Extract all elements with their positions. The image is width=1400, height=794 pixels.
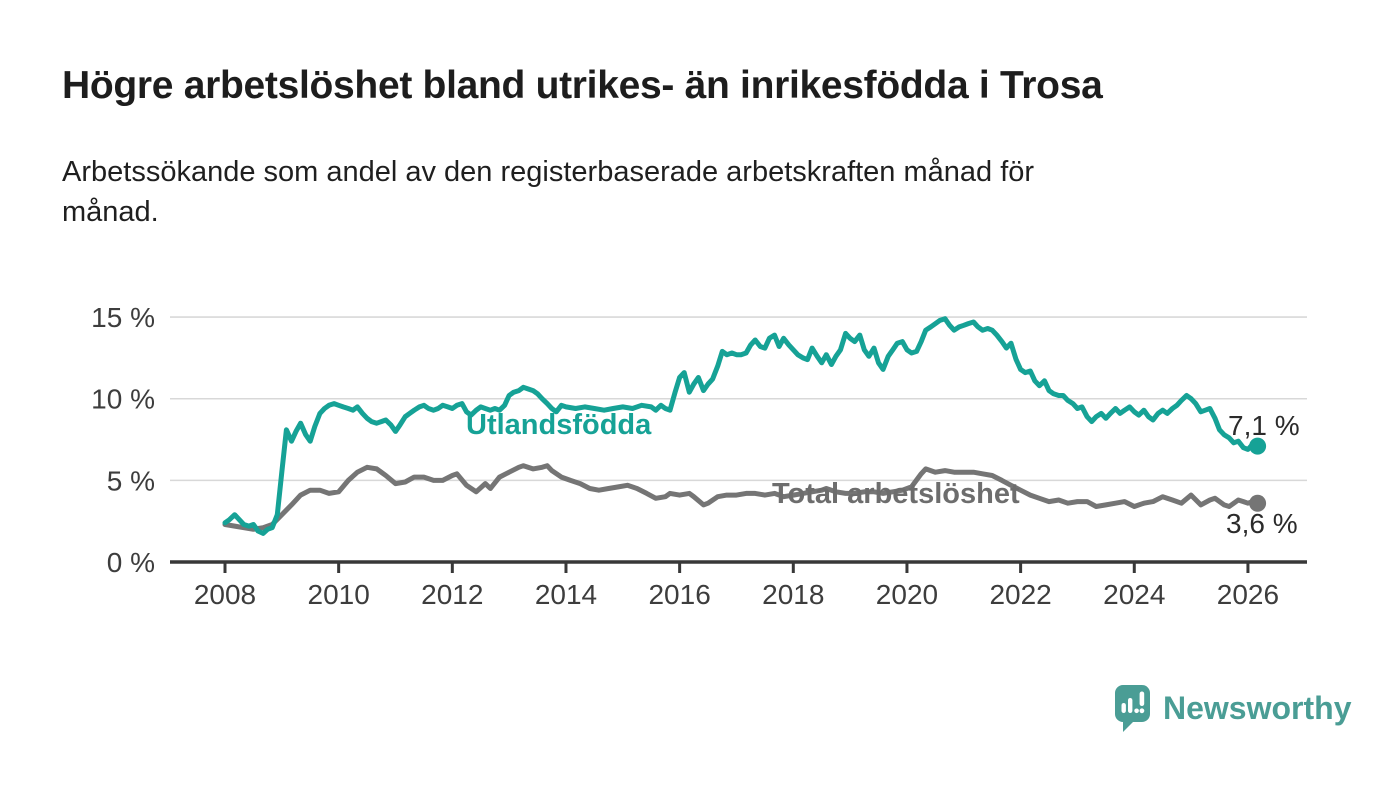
- y-tick-label-15: 15 %: [91, 302, 155, 333]
- newsworthy-wordmark: Newsworthy: [1163, 690, 1352, 726]
- y-tick-label-10: 10 %: [91, 384, 155, 415]
- x-tick-label-2008: 2008: [194, 579, 256, 610]
- series-label-utlandsfodda: Utlandsfödda: [466, 409, 652, 441]
- page-title: Högre arbetslöshet bland utrikes- än inr…: [62, 64, 1103, 107]
- chart-subtitle: Arbetssökande som andel av den registerb…: [62, 152, 1282, 232]
- end-value-label-total: 3,6 %: [1226, 508, 1298, 539]
- end-dot-total: [1249, 494, 1267, 512]
- newsworthy-logo-icon: [1115, 685, 1150, 732]
- y-tick-label-5: 5 %: [107, 465, 155, 496]
- chart-subtitle-line1: Arbetssökande som andel av den registerb…: [62, 156, 1035, 188]
- x-tick-label-2014: 2014: [535, 579, 597, 610]
- x-tick-label-2020: 2020: [876, 579, 938, 610]
- series-line-utlandsfodda: [222, 316, 1261, 536]
- series-label-total-arbetsloshet: Total arbetslöshet: [772, 478, 1020, 510]
- x-tick-label-2018: 2018: [762, 579, 824, 610]
- x-tick-label-2022: 2022: [989, 579, 1051, 610]
- chart-subtitle-line2: månad.: [62, 196, 159, 228]
- x-tick-label-2016: 2016: [648, 579, 710, 610]
- series-line-total: [222, 463, 1261, 532]
- x-tick-label-2026: 2026: [1217, 579, 1279, 610]
- x-tick-label-2010: 2010: [308, 579, 370, 610]
- y-tick-label-0: 0 %: [107, 547, 155, 578]
- end-value-label-utlandsfodda: 7,1 %: [1228, 410, 1300, 441]
- x-tick-label-2012: 2012: [421, 579, 483, 610]
- x-tick-label-2024: 2024: [1103, 579, 1165, 610]
- end-dot-utlandsfodda: [1249, 437, 1267, 455]
- newsworthy-logo: Newsworthy: [1114, 684, 1351, 733]
